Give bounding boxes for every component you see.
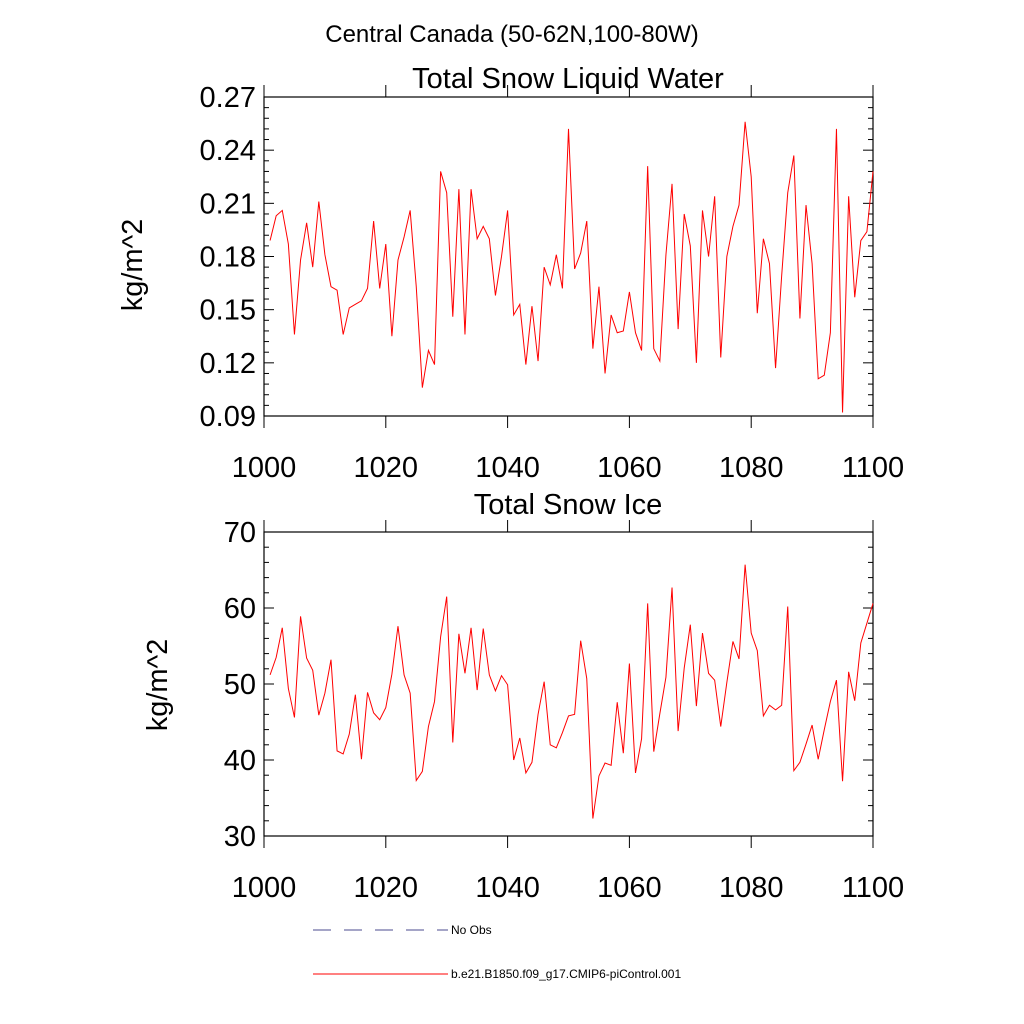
plot-frame: [263, 531, 874, 837]
y-tick-label: 60: [224, 593, 256, 625]
axis-ticks: [263, 520, 874, 848]
x-tick-label: 1000: [232, 872, 297, 904]
y-tick-label: 50: [224, 669, 256, 701]
panel-snow-ice: Total Snow Ice kg/m^2 30 40 50 60 70 1000 102…: [142, 489, 904, 904]
y-tick-label: 0.24: [200, 135, 256, 167]
series-line-snow-ice: [269, 564, 874, 819]
figure-title: Central Canada (50-62N,100-80W): [325, 21, 699, 48]
x-tick-label: 1040: [475, 452, 540, 484]
y-tick-label: 0.15: [200, 295, 256, 327]
x-tick-label: 1080: [719, 872, 784, 904]
x-tick-label: 1020: [354, 872, 419, 904]
y-axis-label: kg/m^2: [117, 219, 149, 312]
x-tick-label: 1060: [597, 872, 662, 904]
panel-snow-liquid-water: Total Snow Liquid Water kg/m^2 0.090.120…: [117, 63, 904, 484]
y-tick-labels: 30 40 50 60 70: [224, 517, 256, 853]
plot-frame: [263, 96, 874, 417]
y-tick-label: 30: [224, 821, 256, 853]
y-axis-label: kg/m^2: [142, 639, 174, 732]
y-tick-labels: 0.09 0.12 0.15 0.18 0.21 0.24 0.27: [200, 82, 256, 433]
y-tick-label: 0.09: [200, 401, 256, 433]
series-line-snow-liquid-water: [269, 121, 874, 413]
y-tick-label: 0.12: [200, 348, 256, 380]
axis-ticks: [263, 85, 874, 428]
x-tick-labels: 1000 1020 1040 1060 1080 1100: [232, 872, 904, 904]
x-tick-label: 1040: [475, 872, 540, 904]
x-tick-label: 1000: [232, 452, 297, 484]
y-tick-label: 0.18: [200, 242, 256, 274]
x-tick-label: 1060: [597, 452, 662, 484]
x-tick-labels: 1000 1020 1040 1060 1080 1100: [232, 452, 904, 484]
legend-label-no-obs: No Obs: [451, 923, 492, 937]
legend: No Obs b.e21.B1850.f09_g17.CMIP6-piContr…: [313, 923, 681, 981]
y-tick-label: 70: [224, 517, 256, 549]
y-tick-label: 0.27: [200, 82, 256, 114]
x-tick-label: 1020: [354, 452, 419, 484]
x-tick-label: 1080: [719, 452, 784, 484]
x-tick-label: 1100: [842, 452, 904, 484]
x-tick-label: 1100: [842, 872, 904, 904]
legend-label-model-run: b.e21.B1850.f09_g17.CMIP6-piControl.001: [451, 967, 681, 981]
panel-title: Total Snow Liquid Water: [412, 63, 724, 95]
panel-title: Total Snow Ice: [474, 489, 663, 521]
y-tick-label: 0.21: [200, 188, 256, 220]
y-tick-label: 40: [224, 745, 256, 777]
